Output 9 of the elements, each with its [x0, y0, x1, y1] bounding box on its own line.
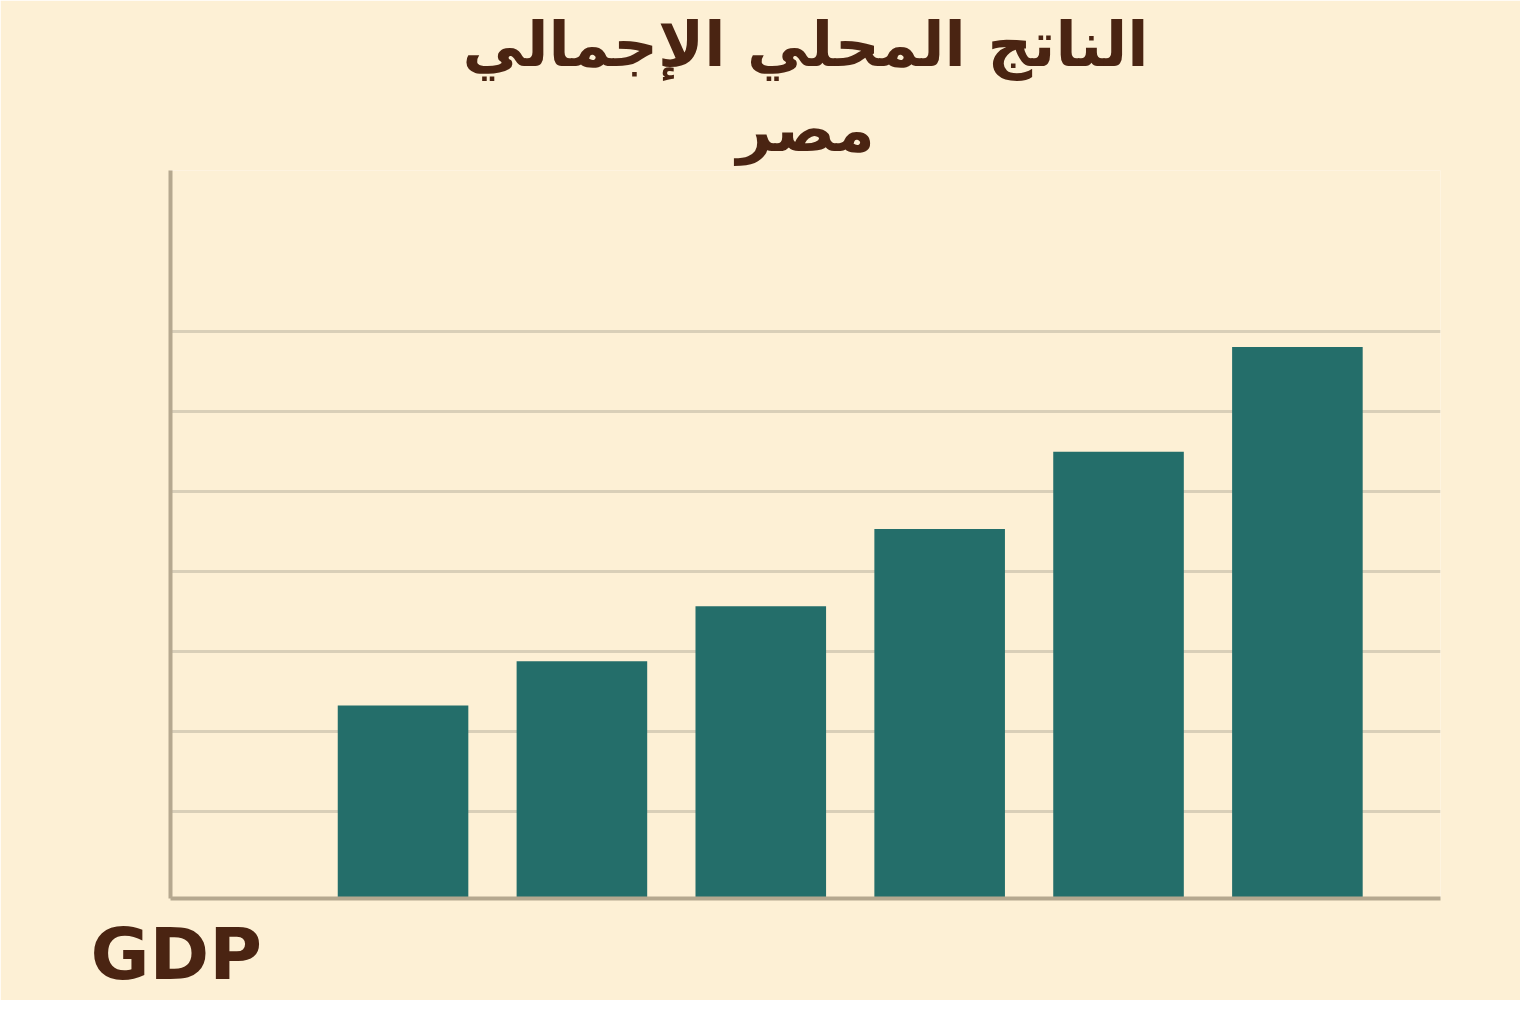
bar [337, 705, 469, 899]
bar [695, 606, 827, 899]
bar [874, 528, 1005, 899]
text: GDP [90, 911, 263, 996]
chart-title: الناتج المحلي الإجمالي [462, 7, 1149, 81]
bar [516, 661, 648, 899]
chart-subtitle: مصر [733, 92, 875, 166]
bar [1053, 451, 1184, 899]
bar [1232, 346, 1363, 899]
